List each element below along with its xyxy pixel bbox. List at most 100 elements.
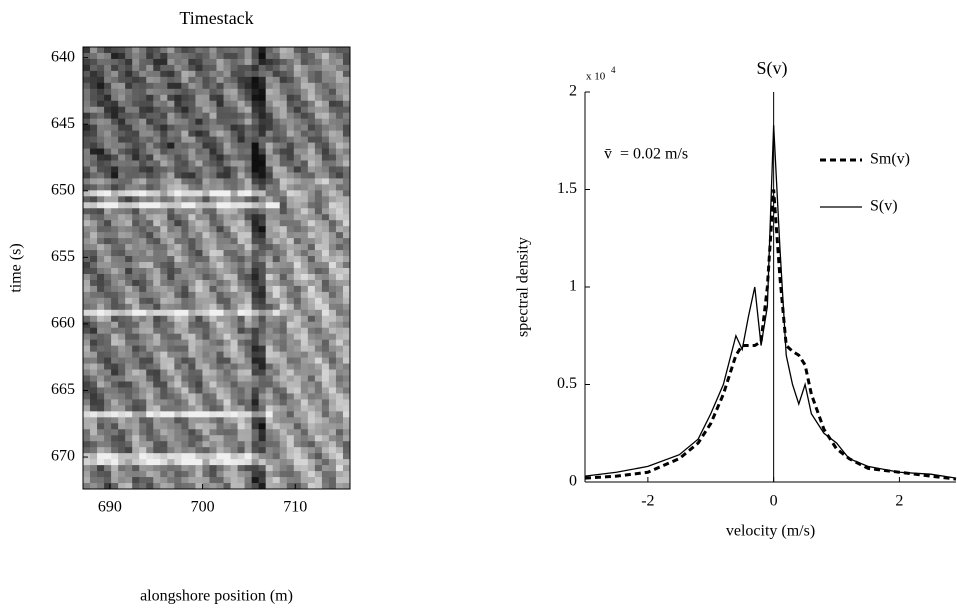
image-cell <box>293 148 302 156</box>
image-cell <box>230 124 239 132</box>
image-cell <box>188 88 196 96</box>
image-cell <box>139 226 147 233</box>
image-cell <box>307 142 316 150</box>
image-cell <box>125 447 133 454</box>
image-cell <box>97 453 105 460</box>
image-cell <box>202 124 210 132</box>
image-cell <box>160 399 168 406</box>
image-cell <box>195 375 203 382</box>
image-cell <box>181 124 189 132</box>
image-cell <box>160 154 168 161</box>
image-cell <box>118 166 126 173</box>
image-cell <box>125 220 133 227</box>
image-cell <box>342 375 351 382</box>
image-cell <box>139 232 147 239</box>
image-cell <box>181 399 189 406</box>
image-cell <box>216 309 225 317</box>
image-cell <box>216 447 225 454</box>
image-cell <box>153 106 161 114</box>
image-cell <box>209 435 217 442</box>
image-cell <box>195 190 203 197</box>
image-cell <box>139 124 147 132</box>
image-cell <box>118 447 126 454</box>
image-cell <box>181 70 189 78</box>
image-cell <box>258 76 267 84</box>
image-cell <box>202 250 210 257</box>
image-cell <box>181 369 189 377</box>
image-cell <box>286 369 295 377</box>
image-cell <box>118 321 126 329</box>
image-cell <box>153 142 161 150</box>
image-cell <box>335 82 344 90</box>
image-cell <box>153 411 161 418</box>
image-cell <box>188 351 196 359</box>
image-cell <box>272 178 281 185</box>
image-cell <box>132 250 140 257</box>
image-cell <box>342 178 351 185</box>
image-cell <box>202 52 210 60</box>
image-cell <box>328 166 337 173</box>
image-cell <box>125 429 133 436</box>
image-cell <box>111 262 119 269</box>
image-cell <box>181 47 189 54</box>
image-cell <box>174 483 182 490</box>
image-cell <box>139 166 147 173</box>
image-cell <box>314 106 323 114</box>
image-cell <box>286 297 295 305</box>
image-cell <box>216 64 225 72</box>
image-cell <box>335 297 344 305</box>
image-cell <box>251 94 260 102</box>
image-cell <box>244 333 253 341</box>
image-cell <box>125 244 133 251</box>
image-cell <box>216 124 225 132</box>
image-cell <box>272 429 281 436</box>
image-cell <box>209 453 217 460</box>
image-cell <box>216 351 225 359</box>
image-cell <box>195 52 203 60</box>
image-cell <box>188 250 196 257</box>
image-cell <box>230 303 239 311</box>
image-cell <box>153 453 161 460</box>
image-cell <box>279 106 288 114</box>
image-cell <box>181 309 189 317</box>
image-cell <box>230 112 239 120</box>
image-cell <box>146 232 154 239</box>
image-cell <box>132 142 140 150</box>
image-cell <box>230 453 239 460</box>
image-cell <box>286 226 295 233</box>
image-cell <box>118 363 126 371</box>
image-cell <box>286 315 295 323</box>
image-cell <box>307 208 316 215</box>
image-cell <box>230 58 239 66</box>
image-cell <box>104 381 112 388</box>
image-cell <box>335 214 344 221</box>
image-cell <box>237 471 246 478</box>
image-cell <box>146 58 154 66</box>
image-cell <box>146 297 154 305</box>
image-cell <box>314 309 323 317</box>
image-cell <box>251 178 260 185</box>
image-cell <box>111 244 119 251</box>
image-cell <box>223 309 232 317</box>
image-cell <box>286 70 295 78</box>
image-cell <box>237 154 246 161</box>
image-cell <box>174 309 182 317</box>
image-cell <box>300 130 309 138</box>
image-cell <box>118 118 126 126</box>
image-cell <box>125 268 133 275</box>
image-cell <box>181 82 189 90</box>
image-cell <box>216 315 225 323</box>
image-cell <box>307 76 316 84</box>
image-cell <box>335 238 344 245</box>
image-cell <box>258 70 267 78</box>
image-cell <box>139 333 147 341</box>
image-cell <box>195 262 203 269</box>
image-cell <box>335 345 344 353</box>
image-cell <box>265 447 274 454</box>
image-cell <box>174 381 182 388</box>
image-cell <box>293 106 302 114</box>
image-cell <box>174 202 182 209</box>
image-cell <box>125 154 133 161</box>
image-cell <box>328 465 337 472</box>
image-cell <box>125 262 133 269</box>
